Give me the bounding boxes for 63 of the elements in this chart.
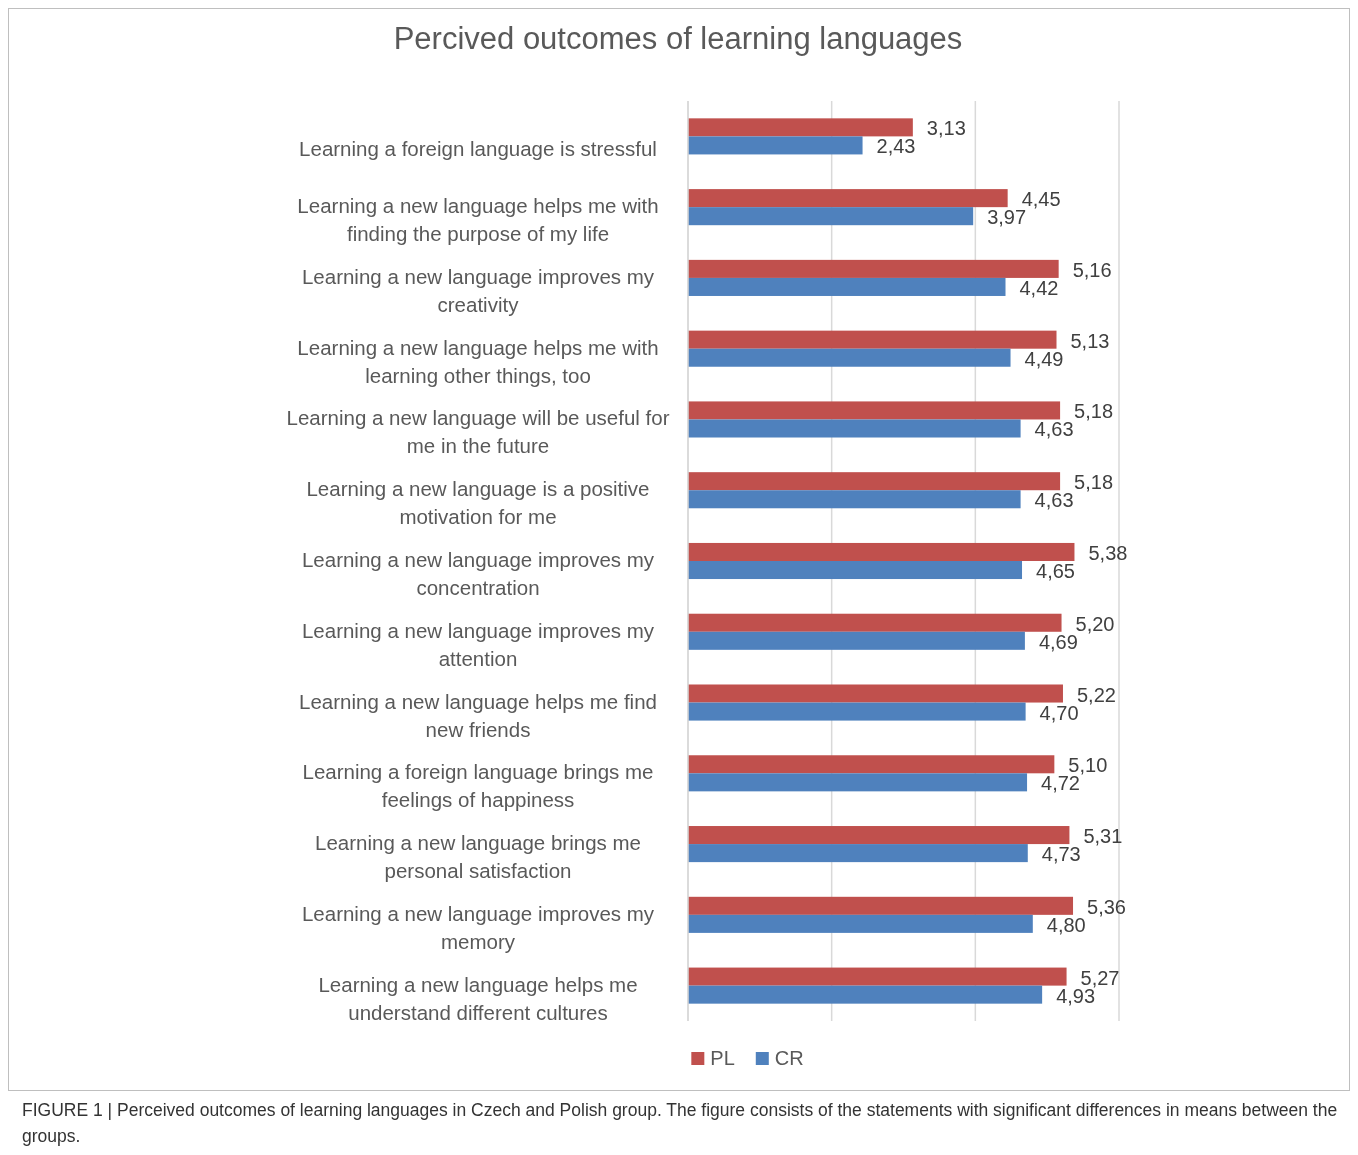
data-label: 5,31	[1083, 825, 1123, 848]
y-tick-label: Learning a new language helps me with finding the purpose of my life	[297, 194, 659, 246]
bar	[688, 136, 863, 155]
y-tick-label: Learning a new language helps me find new friends	[299, 689, 657, 741]
y-tick-label: Learning a new language brings me personal satisfaction	[315, 831, 641, 883]
bar	[688, 189, 1008, 208]
bar	[688, 613, 1062, 632]
bar	[688, 914, 1033, 933]
data-label: 4,65	[1036, 560, 1075, 583]
y-tick-label: Learning a new language improves my concentration	[301, 548, 655, 599]
y-tick-label: Learning a new language will be useful for me in the future	[286, 406, 670, 458]
bar	[688, 844, 1028, 863]
data-label: 5,36	[1087, 895, 1126, 918]
bar	[688, 419, 1021, 438]
data-label: 5,18	[1074, 471, 1114, 494]
bar	[688, 684, 1063, 703]
bar	[688, 259, 1059, 278]
data-label: 4,42	[1019, 276, 1059, 299]
bar	[688, 542, 1075, 561]
bar	[688, 702, 1026, 721]
data-label: 3,13	[926, 117, 966, 140]
bar	[688, 277, 1006, 296]
data-label: 4,80	[1046, 913, 1086, 936]
bar	[688, 985, 1043, 1004]
data-label: 5,18	[1074, 400, 1114, 423]
bar	[688, 967, 1067, 986]
y-tick-label: Learning a new language improves my attention	[301, 618, 655, 670]
data-label: 4,69	[1038, 630, 1078, 653]
legend-label: CR	[774, 1047, 804, 1069]
y-tick-label: Learning a new language is a positive motivation for me	[306, 477, 650, 529]
data-label: 4,63	[1034, 418, 1074, 441]
bar	[688, 401, 1061, 420]
y-tick-label: Learning a foreign language is stressful	[299, 137, 657, 161]
bar	[688, 896, 1074, 915]
bar	[688, 755, 1055, 774]
data-label: 4,63	[1034, 489, 1074, 512]
bar	[688, 348, 1011, 367]
bar	[688, 561, 1023, 580]
y-tick-label: Learning a new language helps me with learning other things, too	[297, 335, 659, 387]
legend-label: PL	[710, 1047, 735, 1069]
data-label: 5,38	[1088, 541, 1128, 564]
data-label: 4,49	[1024, 347, 1064, 370]
data-label: 4,70	[1039, 701, 1079, 724]
bar	[688, 631, 1025, 650]
y-tick-label: Learning a new language improves my creativity	[301, 264, 655, 316]
data-label: 5,13	[1070, 329, 1110, 352]
data-label: 2,43	[876, 135, 916, 158]
y-tick-label: Learning a foreign language brings me feelings of happiness	[302, 760, 654, 812]
data-label: 5,20	[1075, 612, 1115, 635]
data-label: 4,73	[1041, 843, 1081, 866]
chart-title: Percived outcomes of learning languages	[393, 21, 963, 56]
bar	[688, 773, 1028, 792]
y-tick-label: Learning a new language helps me understand different cultures	[318, 972, 638, 1024]
bar	[688, 118, 913, 137]
bar	[688, 826, 1070, 845]
data-label: 5,16	[1072, 258, 1112, 281]
bar	[688, 207, 974, 226]
bar	[688, 330, 1057, 349]
bar	[688, 490, 1021, 509]
y-tick-label: Learning a new language improves my memory	[301, 901, 655, 953]
caption: FIGURE 1 | Perceived outcomes of learning languages in Czech and Polish group. The figure consists of the statements with significant differences in means between the groups.	[22, 1100, 1338, 1146]
bar	[688, 472, 1061, 491]
data-label: 5,22	[1076, 683, 1116, 706]
